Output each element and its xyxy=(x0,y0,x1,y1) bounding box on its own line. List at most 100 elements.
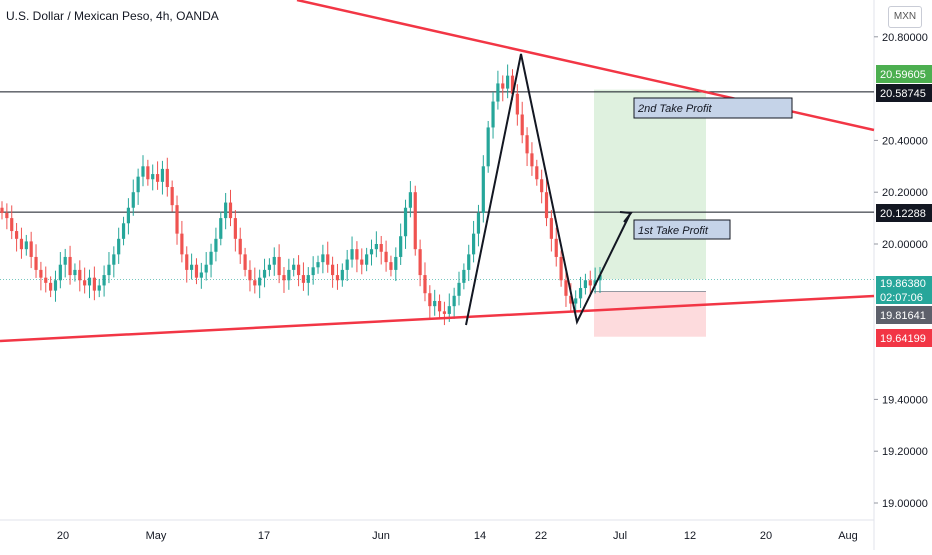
candle-body-41 xyxy=(199,272,203,278)
candle-body-43 xyxy=(209,251,213,265)
candle-body-3 xyxy=(14,231,19,239)
candle-body-7 xyxy=(34,256,38,270)
candle-body-51 xyxy=(248,269,252,281)
candle-body-1 xyxy=(5,212,9,219)
candle-body-29 xyxy=(141,166,145,177)
candle-body-75 xyxy=(365,254,369,265)
candle-body-73 xyxy=(355,249,359,260)
candle-body-27 xyxy=(131,192,135,208)
price-label-0: 20.59605 xyxy=(880,69,926,81)
candle-body-38 xyxy=(185,254,189,270)
candle-body-50 xyxy=(243,254,247,270)
candle-body-19 xyxy=(92,277,96,291)
candle-body-83 xyxy=(403,207,408,237)
candle-body-102 xyxy=(496,83,500,102)
x-tick-label-0: 20 xyxy=(57,530,69,542)
candle-body-52 xyxy=(253,280,257,286)
candle-body-37 xyxy=(180,233,184,255)
candle-body-71 xyxy=(345,259,349,270)
candle-body-115 xyxy=(559,256,563,281)
candle-body-49 xyxy=(238,238,242,255)
candle-body-89 xyxy=(433,300,437,307)
candle-body-56 xyxy=(272,256,276,265)
y-tick-label-1: 20.40000 xyxy=(882,135,928,147)
x-tick-label-5: 22 xyxy=(535,530,547,542)
x-tick-label-9: Aug xyxy=(838,530,858,542)
candle-body-64 xyxy=(311,267,315,276)
candle-body-120 xyxy=(583,280,588,289)
price-label-1: 20.58745 xyxy=(880,88,926,100)
candle-body-5 xyxy=(24,241,28,250)
x-tick-label-2: 17 xyxy=(258,530,270,542)
x-tick-label-6: Jul xyxy=(613,530,627,542)
candle-body-80 xyxy=(389,262,393,270)
candle-body-16 xyxy=(78,269,82,281)
price-label-6: 19.64199 xyxy=(880,333,926,345)
candle-body-44 xyxy=(214,238,218,252)
candle-body-42 xyxy=(204,264,208,273)
candle-body-81 xyxy=(394,256,398,270)
zigzag-path xyxy=(465,53,631,326)
candle-body-98 xyxy=(476,212,481,234)
candle-body-40 xyxy=(194,264,199,278)
candle-body-30 xyxy=(146,166,150,180)
candle-body-119 xyxy=(578,288,583,299)
candle-body-0 xyxy=(0,207,4,213)
candle-body-76 xyxy=(369,249,374,255)
candle-body-35 xyxy=(170,187,174,206)
candle-body-116 xyxy=(564,280,568,296)
candle-body-77 xyxy=(374,244,378,250)
candle-body-105 xyxy=(510,75,515,94)
candle-body-15 xyxy=(73,269,77,276)
candle-body-6 xyxy=(29,241,33,257)
price-label-4: 02:07:06 xyxy=(880,292,923,304)
candle-body-62 xyxy=(301,275,306,283)
candle-body-66 xyxy=(321,254,325,263)
candle-body-82 xyxy=(399,236,403,257)
candle-body-48 xyxy=(233,218,237,239)
candle-body-65 xyxy=(316,262,320,268)
annotation-label-0: 2nd Take Profit xyxy=(637,103,713,115)
price-label-bg-5 xyxy=(876,306,932,324)
candle-body-67 xyxy=(326,254,330,265)
candle-body-91 xyxy=(442,311,447,314)
candle-body-13 xyxy=(63,256,67,265)
candle-body-20 xyxy=(97,285,101,291)
candle-body-86 xyxy=(418,249,422,276)
y-tick-label-2: 20.20000 xyxy=(882,187,928,199)
y-tick-label-0: 20.80000 xyxy=(882,32,928,44)
candle-body-46 xyxy=(224,202,228,219)
zigzag-arrowhead xyxy=(619,211,633,223)
candle-body-8 xyxy=(39,269,43,278)
candle-body-11 xyxy=(53,280,58,291)
candle-body-55 xyxy=(267,264,271,270)
price-label-5: 19.81641 xyxy=(880,310,926,322)
candle-body-106 xyxy=(515,93,519,115)
candle-body-123 xyxy=(598,275,602,281)
candle-body-4 xyxy=(19,238,24,250)
candle-body-101 xyxy=(491,101,495,128)
candle-body-57 xyxy=(277,256,281,276)
candle-body-12 xyxy=(58,264,62,281)
currency-button[interactable]: MXN xyxy=(888,6,922,28)
candle-body-93 xyxy=(452,295,456,307)
ascending-trendline xyxy=(0,294,875,343)
candle-body-70 xyxy=(340,269,344,281)
candle-body-90 xyxy=(437,300,442,312)
candle-body-88 xyxy=(428,293,432,307)
candle-body-74 xyxy=(360,259,364,265)
candle-body-47 xyxy=(228,202,233,219)
price-label-bg-4 xyxy=(876,290,932,304)
candle-body-61 xyxy=(296,264,301,276)
price-label-2: 20.12288 xyxy=(880,208,926,220)
candle-body-34 xyxy=(165,168,169,188)
candle-body-68 xyxy=(331,264,335,276)
y-tick-label-3: 20.00000 xyxy=(882,239,928,251)
annotation-box-1 xyxy=(633,219,731,240)
candle-body-118 xyxy=(574,298,578,304)
candle-body-114 xyxy=(554,238,558,257)
y-tick-label-6: 19.00000 xyxy=(882,498,928,510)
x-tick-label-8: 20 xyxy=(760,530,772,542)
